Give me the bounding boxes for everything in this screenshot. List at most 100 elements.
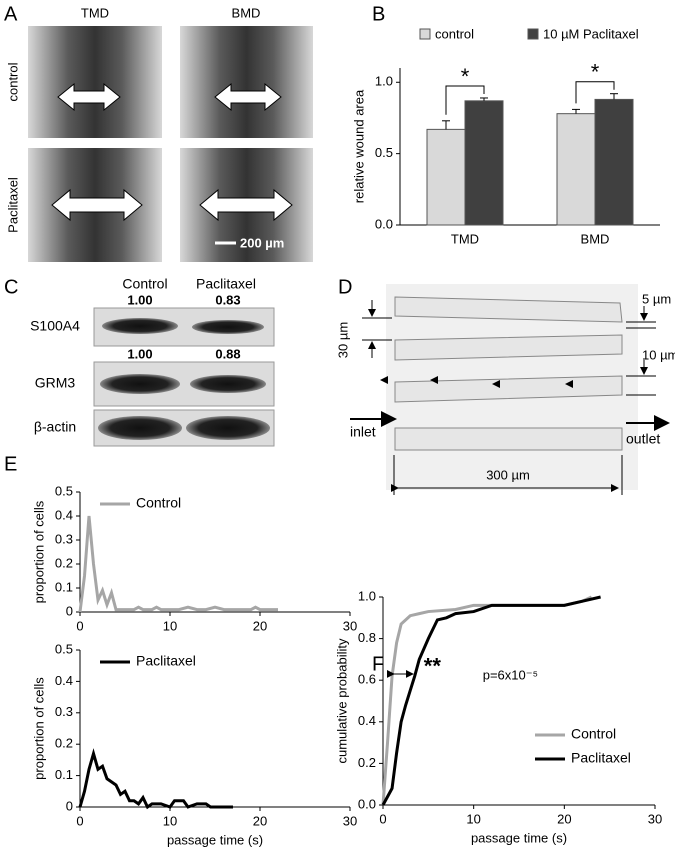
x-tick-label: 0 (379, 811, 386, 826)
column-label: TMD (81, 5, 109, 20)
band (102, 318, 178, 334)
y-tick-label: 0.4 (358, 713, 376, 728)
channel (394, 375, 623, 403)
dimension-label: 5 µm (642, 291, 671, 306)
bar (426, 128, 466, 226)
panel-letter: E (4, 453, 17, 475)
bar (594, 98, 634, 226)
y-tick-label: 0.5 (55, 483, 73, 498)
ratio: 0.88 (215, 346, 240, 361)
y-tick-label: 1.0 (375, 74, 393, 89)
line-series (78, 515, 278, 613)
dimension-label: 30 µm (335, 322, 350, 358)
legend-label: Paclitaxel (571, 750, 631, 766)
channel (394, 334, 623, 361)
x-tick-label: 20 (253, 813, 267, 828)
legend-swatch (419, 28, 431, 40)
y-tick-label: 0.2 (358, 755, 376, 770)
micrograph (28, 26, 162, 138)
micrograph (180, 26, 313, 138)
band (100, 374, 180, 394)
panel-letter: B (372, 3, 385, 25)
y-tick-label: 0.6 (358, 672, 376, 687)
x-tick-label: 30 (343, 813, 357, 828)
legend-swatch (527, 28, 539, 40)
x-axis-label: passage time (s) (471, 830, 567, 845)
y-tick-label: 0.4 (55, 507, 73, 522)
significance-bracket (575, 81, 615, 104)
row-label: control (5, 62, 20, 101)
legend-label: 10 µM Paclitaxel (543, 26, 639, 41)
arrow (51, 188, 143, 222)
significance-label: * (461, 64, 470, 89)
scale-label: 200 µm (240, 235, 284, 250)
ratio: 1.00 (127, 292, 152, 307)
significance-bracket (445, 85, 485, 115)
x-tick-label: 10 (466, 811, 480, 826)
y-tick-label: 0.0 (375, 216, 393, 231)
line-series (78, 748, 233, 810)
legend-label: Paclitaxel (136, 653, 196, 669)
y-tick-label: 0.5 (55, 641, 73, 656)
x-tick-label: 0 (76, 813, 83, 828)
dimension-label: 10 µm (642, 347, 675, 362)
panel-letter: C (4, 276, 18, 298)
micrographs (28, 26, 313, 262)
line-series (381, 595, 601, 806)
panel-letter: D (338, 276, 352, 298)
inlet-label: inlet (350, 424, 376, 440)
x-tick-label: 10 (163, 813, 177, 828)
bar (464, 100, 504, 226)
blot-label: S100A4 (30, 318, 80, 334)
blot-label: GRM3 (35, 375, 76, 391)
panel-letter: A (4, 3, 18, 25)
column-label: Paclitaxel (196, 276, 256, 292)
x-tick-label: 0 (76, 618, 83, 633)
x-tick-label: 20 (253, 618, 267, 633)
y-tick-label: 0.3 (55, 531, 73, 546)
x-tick-label: 30 (648, 811, 662, 826)
band (192, 320, 264, 334)
annotation: p=6x10⁻⁵ (483, 667, 538, 682)
y-tick-label: 0.1 (55, 767, 73, 782)
legend-label: Control (136, 495, 181, 511)
dimension-label: 300 µm (486, 467, 530, 482)
arrow (214, 82, 282, 112)
band (186, 416, 270, 440)
y-tick-label: 0.3 (55, 704, 73, 719)
panel-letter: F (372, 653, 384, 675)
annotation: ** (424, 654, 442, 679)
y-tick-label: 0.2 (55, 555, 73, 570)
arrow (199, 188, 293, 222)
arrow (57, 82, 121, 112)
column-label: BMD (232, 5, 261, 20)
ratio: 1.00 (127, 346, 152, 361)
x-tick-label: 20 (557, 811, 571, 826)
y-tick-label: 0 (66, 603, 73, 618)
y-axis-label: proportion of cells (31, 677, 46, 780)
ratio: 0.83 (215, 292, 240, 307)
channel (394, 296, 623, 323)
band (98, 416, 182, 440)
x-tick-label: TMD (451, 231, 479, 246)
y-tick-label: 1.0 (358, 588, 376, 603)
x-tick-label: 10 (163, 618, 177, 633)
channel (394, 427, 623, 451)
band (190, 375, 266, 393)
blot-label: β-actin (34, 419, 76, 435)
device-image (350, 284, 670, 495)
y-axis-label: cumulative probability (334, 638, 349, 764)
y-tick-label: 0.2 (55, 736, 73, 751)
significance-label: * (591, 60, 600, 85)
x-tick-label: BMD (581, 231, 610, 246)
x-axis-label: passage time (s) (167, 832, 263, 847)
column-label: Control (122, 276, 167, 292)
y-tick-label: 0 (66, 798, 73, 813)
y-tick-label: 0.1 (55, 579, 73, 594)
row-label: Paclitaxel (5, 177, 20, 233)
x-tick-label: 30 (343, 618, 357, 633)
legend-label: control (435, 26, 474, 41)
y-axis-label: proportion of cells (31, 500, 46, 603)
outlet-label: outlet (626, 431, 660, 447)
